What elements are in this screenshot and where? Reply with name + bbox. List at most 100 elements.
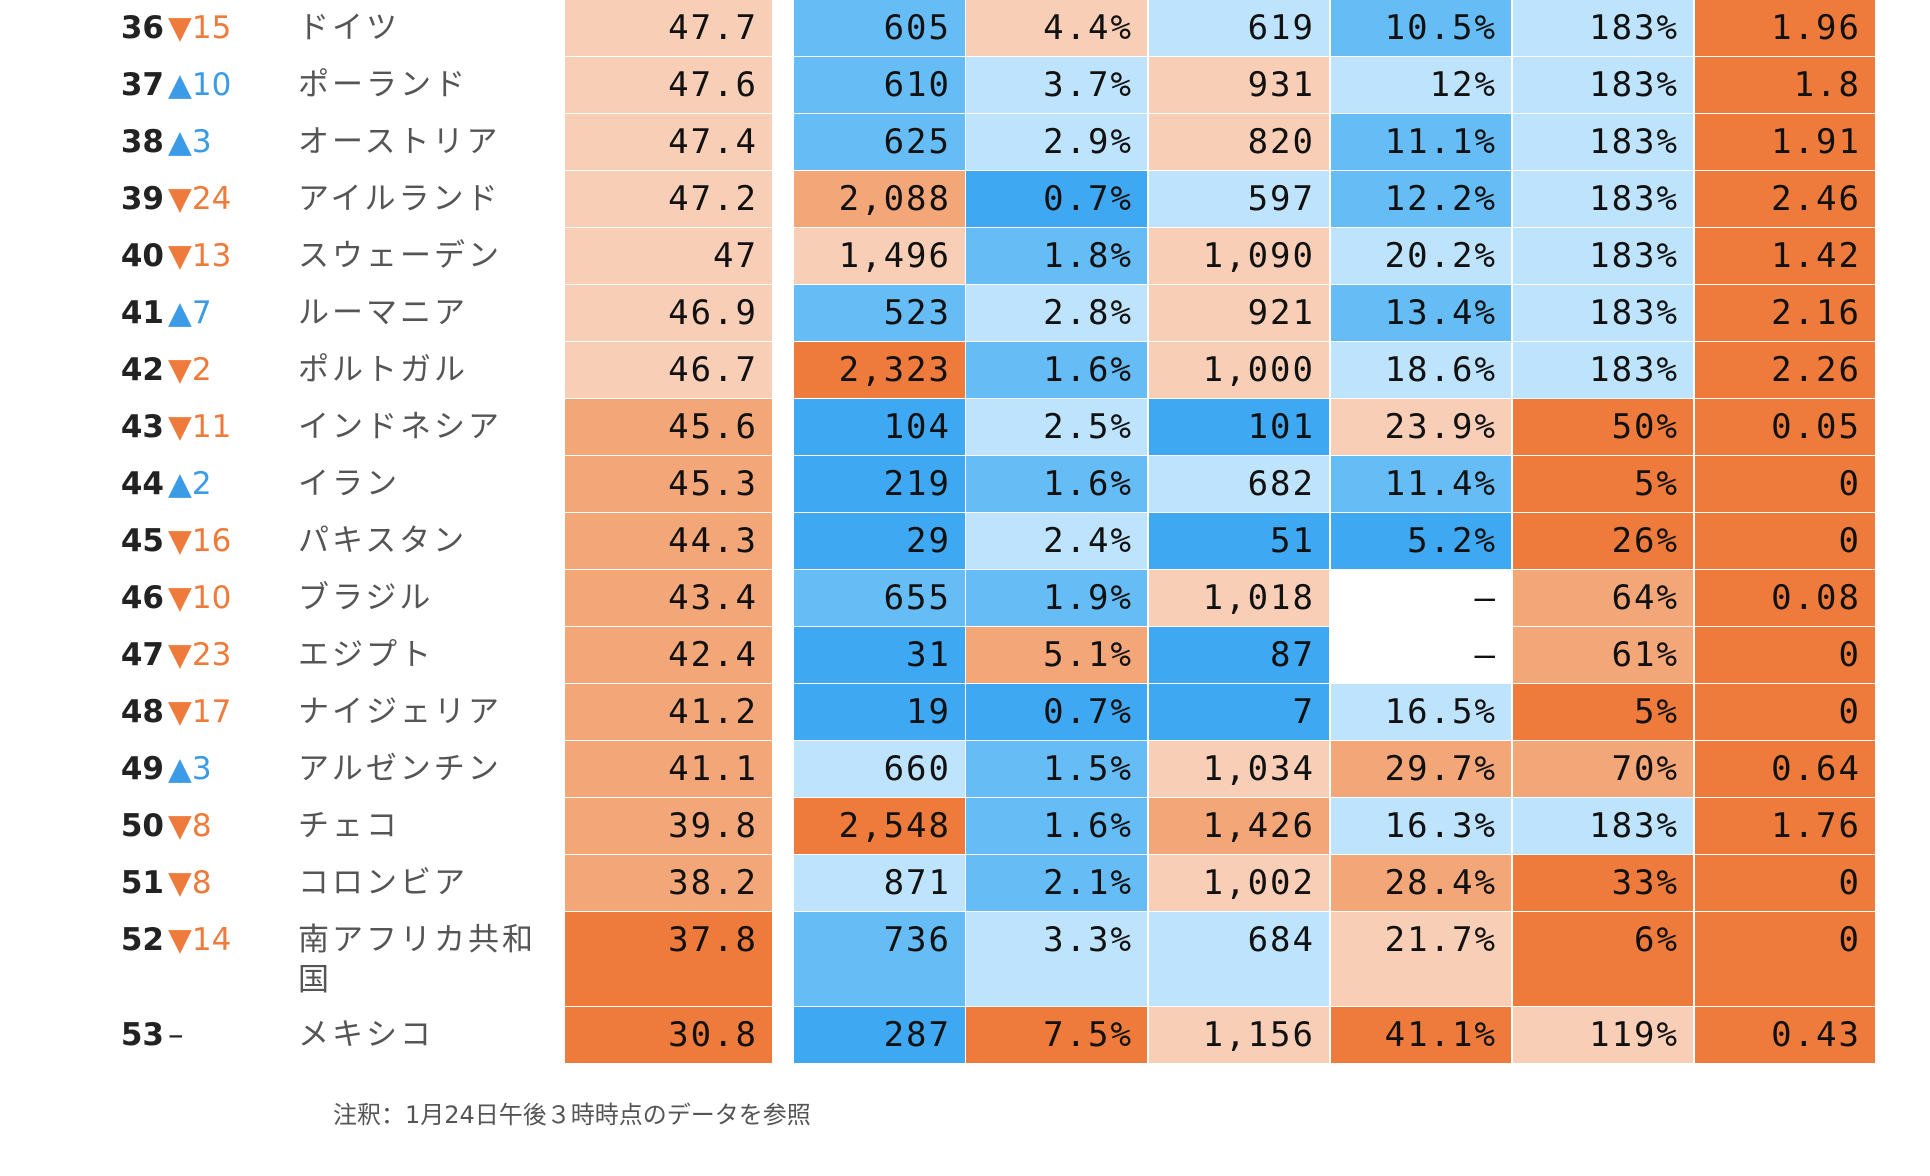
value-cell: 10.5% [1331,0,1511,56]
value-cell: 1,000 [1149,342,1329,398]
value-cell: 70% [1513,741,1693,797]
table-row: 52 ▼14 南アフリカ共和国 37.8 736 3.3% 684 21.7% 6% 0 [0,912,1930,1006]
value-cell: 1.96 [1695,0,1875,56]
rank-change: ▼15 [168,10,232,46]
value-cell: 46.7 [565,342,772,398]
rank-number: 52 [120,922,164,958]
value-cell: 47.6 [565,57,772,113]
value-cell: 41.2 [565,684,772,740]
value-cell: 47.7 [565,0,772,56]
value-cell: 11.1% [1331,114,1511,170]
rank-number: 38 [120,124,164,160]
country-name: メキシコ [298,1017,434,1053]
value-cell: 1,034 [1149,741,1329,797]
value-cell: 1,156 [1149,1007,1329,1063]
table-row: 40 ▼13 スウェーデン 47 1,496 1.8% 1,090 20.2% 183% 1.42 [0,228,1930,284]
value-cell: 28.4% [1331,855,1511,911]
rank-change: ▼8 [168,865,212,901]
value-cell: 1.6% [966,456,1147,512]
rank-number: 37 [120,67,164,103]
value-cell: 4.4% [966,0,1147,56]
value-cell: 931 [1149,57,1329,113]
value-cell: 1.76 [1695,798,1875,854]
value-cell: 871 [794,855,965,911]
rank-number: 47 [120,637,164,673]
value-cell: 0 [1695,513,1875,569]
country-name: エジプト [298,637,434,673]
value-cell: 30.8 [565,1007,772,1063]
value-cell: 1,002 [1149,855,1329,911]
value-cell: 45.3 [565,456,772,512]
value-cell: 19 [794,684,965,740]
value-cell: 1.8 [1695,57,1875,113]
value-cell: 2.26 [1695,342,1875,398]
rank-change: ▼17 [168,694,232,730]
footnote: 注釈：1月24日午後３時時点のデータを参照 [333,1101,811,1129]
value-cell: 684 [1149,912,1329,1006]
value-cell: 1.9% [966,570,1147,626]
table-row: 51 ▼8 コロンビア 38.2 871 2.1% 1,002 28.4% 33% 0 [0,855,1930,911]
country-name: 南アフリカ共和国 [298,922,536,998]
value-cell: 2.4% [966,513,1147,569]
value-cell: 119% [1513,1007,1693,1063]
country-name: ポーランド [298,67,468,103]
value-cell: 0 [1695,912,1875,1006]
table-row: 47 ▼23 エジプト 42.4 31 5.1% 87–61% 0 [0,627,1930,683]
value-cell: 46.9 [565,285,772,341]
value-cell: 183% [1513,228,1693,284]
value-cell: 287 [794,1007,965,1063]
table-row: 41 ▲7 ルーマニア 46.9 523 2.8% 921 13.4% 183% 2.16 [0,285,1930,341]
value-cell: 2.1% [966,855,1147,911]
rank-change: ▲3 [168,124,212,160]
value-cell: 605 [794,0,965,56]
rank-number: 48 [120,694,164,730]
value-cell: 1,090 [1149,228,1329,284]
value-cell: 18.6% [1331,342,1511,398]
table-row: 43 ▼11 インドネシア 45.6 104 2.5% 101 23.9% 50% 0.05 [0,399,1930,455]
value-cell: 1.42 [1695,228,1875,284]
rank-change: ▲7 [168,295,212,331]
value-cell: 0.05 [1695,399,1875,455]
value-cell: 183% [1513,57,1693,113]
value-cell: 29.7% [1331,741,1511,797]
table-row: 44 ▲2 イラン 45.3 219 1.6% 682 11.4% 5% 0 [0,456,1930,512]
rank-change: ▼8 [168,808,212,844]
country-name: ブラジル [298,580,434,616]
value-cell: 44.3 [565,513,772,569]
value-cell: 655 [794,570,965,626]
value-cell: 0 [1695,684,1875,740]
value-cell: 1.6% [966,798,1147,854]
table-row: 37 ▲10 ポーランド 47.6 610 3.7% 931 12% 183% 1.8 [0,57,1930,113]
table-row: 45 ▼16 パキスタン 44.3 29 2.4% 51 5.2% 26% 0 [0,513,1930,569]
value-cell: 1.5% [966,741,1147,797]
value-cell: – [1331,570,1511,626]
value-cell: 7.5% [966,1007,1147,1063]
value-cell: 13.4% [1331,285,1511,341]
value-cell: 31 [794,627,965,683]
rank-change: ▼14 [168,922,232,958]
value-cell: 61% [1513,627,1693,683]
rank-number: 36 [120,10,164,46]
rank-change: ▼10 [168,580,232,616]
rank-number: 42 [120,352,164,388]
value-cell: 47.2 [565,171,772,227]
value-cell: 37.8 [565,912,772,1006]
value-cell: 1.91 [1695,114,1875,170]
value-cell: 1.6% [966,342,1147,398]
rank-change: – [168,1017,184,1053]
value-cell: 183% [1513,0,1693,56]
value-cell: 26% [1513,513,1693,569]
value-cell: 1.8% [966,228,1147,284]
country-name: オーストリア [298,124,501,160]
table-row: 36 ▼15 ドイツ 47.7 605 4.4% 619 10.5% 183% 1.96 [0,0,1930,56]
value-cell: 597 [1149,171,1329,227]
table-row: 48 ▼17 ナイジェリア 41.2 19 0.7% 7 16.5% 5% 0 [0,684,1930,740]
value-cell: 660 [794,741,965,797]
country-name: スウェーデン [298,238,502,274]
value-cell: 0.64 [1695,741,1875,797]
value-cell: 0.7% [966,171,1147,227]
value-cell: 0 [1695,456,1875,512]
rank-change: ▼24 [168,181,232,217]
value-cell: 38.2 [565,855,772,911]
rank-change: ▼11 [168,409,232,445]
